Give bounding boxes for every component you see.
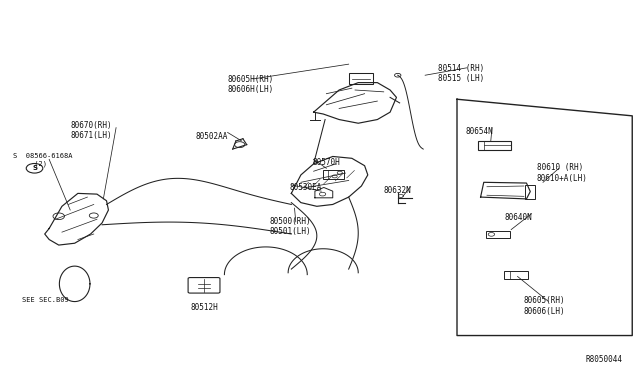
Text: 80512H: 80512H [190, 303, 218, 312]
Text: S  08566-6168A
     (2): S 08566-6168A (2) [13, 153, 72, 167]
Bar [323, 170, 344, 179]
Text: SEE SEC.B09: SEE SEC.B09 [22, 297, 68, 303]
Text: 80570H: 80570H [312, 157, 340, 167]
Text: 80514 (RH)
80515 (LH): 80514 (RH) 80515 (LH) [438, 64, 484, 83]
Bar [504, 271, 528, 279]
Text: 80654N: 80654N [465, 127, 493, 136]
Text: 80610 (RH)
80610+A(LH): 80610 (RH) 80610+A(LH) [537, 163, 588, 183]
Text: 80670(RH)
80671(LH): 80670(RH) 80671(LH) [70, 121, 112, 140]
Bar [486, 231, 510, 238]
Bar [525, 185, 536, 199]
Text: 80640N: 80640N [505, 213, 532, 222]
Text: S: S [32, 165, 37, 171]
Text: 80500(RH)
80501(LH): 80500(RH) 80501(LH) [269, 217, 310, 236]
Text: 80530EA: 80530EA [289, 183, 322, 192]
Text: 80632N: 80632N [384, 186, 412, 195]
Text: 80605(RH)
80606(LH): 80605(RH) 80606(LH) [524, 296, 566, 316]
Bar [478, 141, 511, 150]
Bar [349, 73, 373, 84]
Text: 80605H(RH)
80606H(LH): 80605H(RH) 80606H(LH) [228, 75, 274, 94]
Text: 80502AA: 80502AA [196, 132, 228, 141]
Text: R8050044: R8050044 [586, 355, 623, 364]
